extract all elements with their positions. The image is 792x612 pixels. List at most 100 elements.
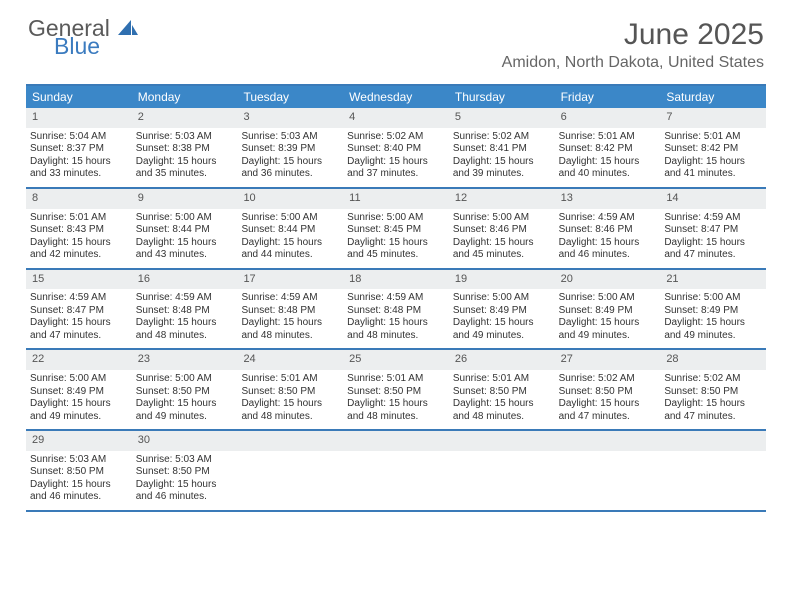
month-title: June 2025 xyxy=(502,18,764,52)
daylight-line: Daylight: 15 hours and 33 minutes. xyxy=(30,156,128,181)
day-cell: 27Sunrise: 5:02 AMSunset: 8:50 PMDayligh… xyxy=(555,350,661,429)
daylight-line: Daylight: 15 hours and 46 minutes. xyxy=(559,237,657,262)
sunset-line: Sunset: 8:42 PM xyxy=(664,143,762,156)
sunrise-line: Sunrise: 5:02 AM xyxy=(347,131,445,144)
day-cell xyxy=(237,431,343,510)
day-cell: 30Sunrise: 5:03 AMSunset: 8:50 PMDayligh… xyxy=(132,431,238,510)
day-body: Sunrise: 5:02 AMSunset: 8:50 PMDaylight:… xyxy=(660,370,766,429)
day-cell: 24Sunrise: 5:01 AMSunset: 8:50 PMDayligh… xyxy=(237,350,343,429)
day-number: 26 xyxy=(449,350,555,370)
sunrise-line: Sunrise: 4:59 AM xyxy=(347,292,445,305)
week-row: 1Sunrise: 5:04 AMSunset: 8:37 PMDaylight… xyxy=(26,108,766,189)
day-cell: 18Sunrise: 4:59 AMSunset: 8:48 PMDayligh… xyxy=(343,270,449,349)
day-body: Sunrise: 5:00 AMSunset: 8:46 PMDaylight:… xyxy=(449,209,555,268)
daylight-line: Daylight: 15 hours and 48 minutes. xyxy=(241,317,339,342)
sunset-line: Sunset: 8:39 PM xyxy=(241,143,339,156)
day-number: 12 xyxy=(449,189,555,209)
day-cell: 17Sunrise: 4:59 AMSunset: 8:48 PMDayligh… xyxy=(237,270,343,349)
daylight-line: Daylight: 15 hours and 49 minutes. xyxy=(30,398,128,423)
day-header: Wednesday xyxy=(343,86,449,108)
day-number: 10 xyxy=(237,189,343,209)
day-number: 7 xyxy=(660,108,766,128)
sunrise-line: Sunrise: 5:00 AM xyxy=(30,373,128,386)
day-body: Sunrise: 4:59 AMSunset: 8:46 PMDaylight:… xyxy=(555,209,661,268)
day-header: Thursday xyxy=(449,86,555,108)
sunrise-line: Sunrise: 5:00 AM xyxy=(136,373,234,386)
sunset-line: Sunset: 8:46 PM xyxy=(559,224,657,237)
day-body: Sunrise: 5:00 AMSunset: 8:49 PMDaylight:… xyxy=(26,370,132,429)
day-number: 18 xyxy=(343,270,449,290)
sunset-line: Sunset: 8:50 PM xyxy=(241,386,339,399)
sunset-line: Sunset: 8:50 PM xyxy=(453,386,551,399)
week-row: 8Sunrise: 5:01 AMSunset: 8:43 PMDaylight… xyxy=(26,189,766,270)
daylight-line: Daylight: 15 hours and 43 minutes. xyxy=(136,237,234,262)
day-cell: 10 Sunrise: 5:00 AMSunset: 8:44 PMDayligh… xyxy=(237,189,343,268)
day-cell: 15Sunrise: 4:59 AMSunset: 8:47 PMDayligh… xyxy=(26,270,132,349)
day-body: Sunrise: 5:00 AMSunset: 8:50 PMDaylight:… xyxy=(132,370,238,429)
day-body: Sunrise: 5:00 AMSunset: 8:49 PMDaylight:… xyxy=(449,289,555,348)
sunrise-line: Sunrise: 5:01 AM xyxy=(559,131,657,144)
day-body: Sunrise: 5:02 AMSunset: 8:41 PMDaylight:… xyxy=(449,128,555,187)
sunrise-line: Sunrise: 5:00 AM xyxy=(136,212,234,225)
brand-logo: General Blue xyxy=(28,18,138,58)
day-cell xyxy=(660,431,766,510)
day-number: 8 xyxy=(26,189,132,209)
day-cell: 3Sunrise: 5:03 AMSunset: 8:39 PMDaylight… xyxy=(237,108,343,187)
daylight-line: Daylight: 15 hours and 36 minutes. xyxy=(241,156,339,181)
day-body: Sunrise: 5:01 AMSunset: 8:50 PMDaylight:… xyxy=(343,370,449,429)
sunrise-line: Sunrise: 5:01 AM xyxy=(241,373,339,386)
day-of-week-row: SundayMondayTuesdayWednesdayThursdayFrid… xyxy=(26,86,766,108)
day-body: Sunrise: 5:00 AMSunset: 8:49 PMDaylight:… xyxy=(555,289,661,348)
sunrise-line: Sunrise: 4:59 AM xyxy=(664,212,762,225)
daylight-line: Daylight: 15 hours and 39 minutes. xyxy=(453,156,551,181)
day-cell: 13Sunrise: 4:59 AMSunset: 8:46 PMDayligh… xyxy=(555,189,661,268)
day-number: 23 xyxy=(132,350,238,370)
daylight-line: Daylight: 15 hours and 47 minutes. xyxy=(559,398,657,423)
sunset-line: Sunset: 8:44 PM xyxy=(241,224,339,237)
day-body: Sunrise: 5:01 AMSunset: 8:42 PMDaylight:… xyxy=(555,128,661,187)
sunrise-line: Sunrise: 5:01 AM xyxy=(347,373,445,386)
sunset-line: Sunset: 8:50 PM xyxy=(30,466,128,479)
sunrise-line: Sunrise: 5:01 AM xyxy=(664,131,762,144)
day-cell: 9Sunrise: 5:00 AMSunset: 8:44 PMDaylight… xyxy=(132,189,238,268)
day-body: Sunrise: 5:00 AMSunset: 8:49 PMDaylight:… xyxy=(660,289,766,348)
daylight-line: Daylight: 15 hours and 40 minutes. xyxy=(559,156,657,181)
day-cell: 23Sunrise: 5:00 AMSunset: 8:50 PMDayligh… xyxy=(132,350,238,429)
day-header: Tuesday xyxy=(237,86,343,108)
day-cell: 2Sunrise: 5:03 AMSunset: 8:38 PMDaylight… xyxy=(132,108,238,187)
day-cell xyxy=(343,431,449,510)
sunset-line: Sunset: 8:47 PM xyxy=(30,305,128,318)
sunrise-line: Sunrise: 5:00 AM xyxy=(453,212,551,225)
sunrise-line: Sunrise: 4:59 AM xyxy=(30,292,128,305)
day-number: 21 xyxy=(660,270,766,290)
sunrise-line: Sunrise: 4:59 AM xyxy=(241,292,339,305)
day-header: Saturday xyxy=(660,86,766,108)
day-number: 19 xyxy=(449,270,555,290)
day-body xyxy=(237,451,343,509)
daylight-line: Daylight: 15 hours and 48 minutes. xyxy=(453,398,551,423)
day-body: Sunrise: 5:00 AMSunset: 8:45 PMDaylight:… xyxy=(343,209,449,268)
week-row: 15Sunrise: 4:59 AMSunset: 8:47 PMDayligh… xyxy=(26,270,766,351)
sunset-line: Sunset: 8:40 PM xyxy=(347,143,445,156)
daylight-line: Daylight: 15 hours and 49 minutes. xyxy=(136,398,234,423)
daylight-line: Daylight: 15 hours and 48 minutes. xyxy=(136,317,234,342)
day-body xyxy=(449,451,555,509)
week-row: 22Sunrise: 5:00 AMSunset: 8:49 PMDayligh… xyxy=(26,350,766,431)
sunset-line: Sunset: 8:49 PM xyxy=(559,305,657,318)
sunset-line: Sunset: 8:43 PM xyxy=(30,224,128,237)
daylight-line: Daylight: 15 hours and 46 minutes. xyxy=(30,479,128,504)
daylight-line: Daylight: 15 hours and 44 minutes. xyxy=(241,237,339,262)
day-number: 16 xyxy=(132,270,238,290)
sunset-line: Sunset: 8:49 PM xyxy=(664,305,762,318)
day-cell: 8Sunrise: 5:01 AMSunset: 8:43 PMDaylight… xyxy=(26,189,132,268)
sunrise-line: Sunrise: 5:00 AM xyxy=(241,212,339,225)
sunset-line: Sunset: 8:48 PM xyxy=(347,305,445,318)
day-body: Sunrise: 5:01 AMSunset: 8:42 PMDaylight:… xyxy=(660,128,766,187)
day-header: Friday xyxy=(555,86,661,108)
location-text: Amidon, North Dakota, United States xyxy=(502,54,764,72)
day-body: Sunrise: 4:59 AMSunset: 8:48 PMDaylight:… xyxy=(343,289,449,348)
daylight-line: Daylight: 15 hours and 42 minutes. xyxy=(30,237,128,262)
sunrise-line: Sunrise: 5:03 AM xyxy=(241,131,339,144)
sunrise-line: Sunrise: 4:59 AM xyxy=(559,212,657,225)
day-number: 27 xyxy=(555,350,661,370)
